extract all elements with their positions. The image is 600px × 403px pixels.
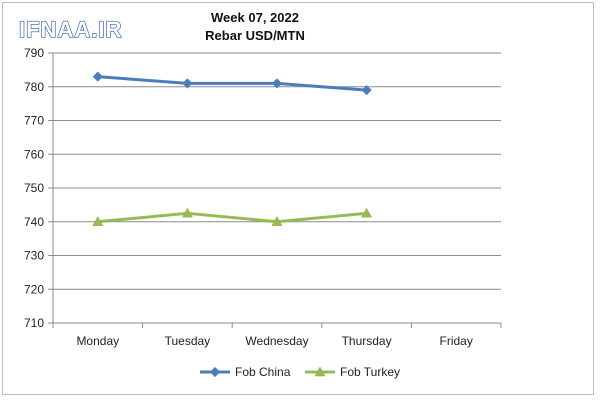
data-point-marker (209, 366, 221, 378)
y-tick-label: 730 (24, 249, 44, 263)
legend-entry: Fob China (200, 365, 291, 379)
legend-entry: Fob Turkey (305, 365, 400, 379)
x-tick-label: Thursday (342, 334, 392, 348)
data-point-marker (314, 366, 326, 377)
series-line (97, 211, 367, 224)
legend-label: Fob Turkey (340, 365, 400, 379)
data-point-marker (92, 71, 103, 82)
chart-subtitle: Rebar USD/MTN (205, 28, 305, 43)
data-point-marker (181, 207, 193, 218)
data-point-marker (361, 207, 373, 218)
series-line (97, 75, 367, 92)
data-point-marker (361, 85, 372, 96)
y-tick-label: 780 (24, 80, 44, 94)
y-tick-label: 770 (24, 114, 44, 128)
y-tick-label: 710 (24, 316, 44, 330)
x-tick-label: Wednesday (245, 334, 308, 348)
x-tick-label: Monday (76, 334, 119, 348)
series-fob-china (92, 71, 372, 96)
x-tick-label: Tuesday (165, 334, 211, 348)
data-point-marker (92, 216, 104, 226)
legend-label: Fob China (235, 365, 291, 379)
y-tick-label: 790 (24, 46, 44, 60)
line-chart: IFNAA.IR Week 07, 2022 Rebar USD/MTN 710… (18, 10, 502, 379)
y-tick-label: 720 (24, 282, 44, 296)
data-point-marker (271, 78, 283, 89)
data-point-marker (182, 78, 193, 89)
y-tick-label: 760 (24, 147, 44, 161)
watermark-logo: IFNAA.IR (19, 17, 122, 42)
series-fob-turkey (92, 207, 373, 226)
data-point-marker (271, 216, 283, 226)
chart-title: Week 07, 2022 (211, 10, 299, 25)
y-tick-label: 750 (24, 181, 44, 195)
x-tick-label: Friday (440, 334, 473, 348)
y-tick-label: 740 (24, 215, 44, 229)
chart-frame: IFNAA.IR Week 07, 2022 Rebar USD/MTN 710… (2, 2, 594, 395)
